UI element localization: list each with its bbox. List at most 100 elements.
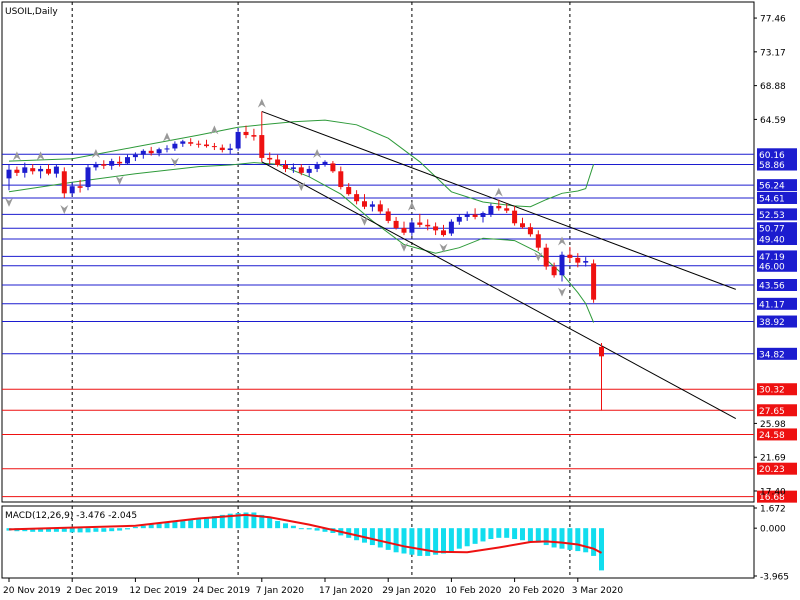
macd-histogram-bar — [575, 528, 581, 552]
candle-body — [338, 171, 344, 188]
macd-histogram-bar — [156, 523, 162, 529]
candle-body — [401, 227, 407, 233]
macd-histogram-bar — [164, 522, 170, 529]
date-tick-label: 29 Jan 2020 — [382, 586, 436, 596]
fractal-down — [5, 197, 13, 207]
candle-body — [575, 257, 581, 263]
candle-body — [132, 154, 138, 158]
candle-body — [354, 194, 360, 202]
candle-body — [567, 254, 573, 258]
level-label: 16.68 — [759, 493, 785, 503]
level-label: 47.19 — [759, 253, 785, 263]
macd-histogram-bar — [393, 528, 399, 553]
candle-body — [433, 226, 439, 231]
candle-body — [527, 227, 533, 235]
candle-body — [275, 159, 281, 165]
candles — [6, 111, 604, 411]
macd-tick-label: 1.672 — [760, 505, 786, 515]
level-label: 27.65 — [759, 407, 785, 417]
candle-body — [559, 254, 565, 276]
macd-histogram-bar — [425, 528, 431, 556]
date-tick-label: 7 Jan 2020 — [256, 586, 304, 596]
candle-body — [425, 224, 431, 227]
candle-body — [488, 205, 494, 215]
fractal-down — [439, 243, 448, 253]
macd-histogram-bar — [385, 528, 391, 550]
macd-histogram-bar — [38, 528, 44, 532]
level-label-bg — [757, 179, 797, 192]
level-label-bg — [757, 383, 797, 396]
macd-histogram-bar — [488, 528, 494, 540]
level-label-bg — [757, 191, 797, 204]
level-label: 50.77 — [759, 225, 785, 235]
fractal-up — [210, 125, 219, 135]
price-tick-label: 25.98 — [760, 420, 786, 430]
price-tick-label: 73.17 — [760, 48, 786, 58]
candle-body — [346, 187, 352, 195]
macd-histogram-bar — [148, 524, 154, 529]
macd-histogram-bar — [243, 512, 249, 529]
fractal-markers — [5, 98, 566, 297]
macd-histogram-bar — [298, 528, 304, 530]
macd-histogram-bar — [409, 528, 415, 555]
candle-body — [496, 205, 502, 209]
candle-body — [543, 247, 549, 267]
fractal-up — [36, 151, 45, 161]
macd-histogram-bar — [211, 516, 217, 529]
macd-histogram-bar — [543, 528, 549, 546]
date-axis: 20 Nov 2019 2 Dec 2019 12 Dec 2019 24 Dec 2… — [3, 578, 623, 596]
macd-histogram-bar — [61, 528, 67, 532]
symbol-title: USOIL,Daily — [5, 7, 58, 17]
candle-body — [448, 221, 454, 234]
candle-body — [6, 169, 12, 179]
candle-body — [85, 167, 91, 188]
macd-histogram-bar — [369, 528, 375, 546]
level-label-bg — [757, 278, 797, 291]
macd-histogram-bar — [85, 528, 91, 533]
candle-body — [599, 346, 604, 357]
candle-body — [480, 213, 486, 217]
candle-body — [393, 220, 399, 228]
fractal-down — [297, 182, 306, 192]
candle-body — [385, 211, 391, 221]
candle-body — [314, 164, 320, 169]
candle-body — [22, 167, 28, 173]
candle-body — [172, 143, 178, 149]
candle-body — [53, 166, 59, 174]
fractal-up — [407, 201, 416, 211]
candle-body — [520, 223, 525, 228]
macd-histogram-bar — [535, 528, 541, 543]
macd-histogram-bar — [267, 517, 273, 529]
candle-body — [377, 204, 383, 212]
price-panel — [1, 1, 755, 503]
macd-histogram-bar — [290, 525, 296, 529]
level-label: 38.92 — [759, 318, 785, 328]
date-tick-label: 3 Mar 2020 — [572, 586, 624, 596]
level-label-bg — [757, 158, 797, 171]
macd-histogram-bar — [354, 528, 360, 541]
date-tick-label: 10 Feb 2020 — [445, 586, 501, 596]
level-label: 56.24 — [759, 182, 785, 192]
macd-tick-label: 0.000 — [760, 525, 786, 535]
macd-histogram-bar — [599, 528, 604, 571]
fractal-down — [60, 205, 69, 214]
candle-body — [322, 161, 328, 165]
macd-histogram-bar — [227, 513, 233, 529]
level-label: 46.00 — [759, 262, 785, 272]
macd-histogram-bar — [219, 514, 225, 529]
macd-signal-line — [8, 513, 602, 554]
fractal-up — [494, 187, 503, 197]
candle-body — [591, 263, 597, 300]
candle-body — [259, 135, 265, 158]
macd-histogram-bar — [275, 520, 281, 529]
price-tick-label: 77.46 — [760, 15, 786, 25]
macd-histogram-bar — [401, 528, 407, 554]
macd-histogram-bar — [448, 528, 454, 552]
macd-histogram-bar — [472, 528, 478, 544]
date-tick-label: 17 Jan 2020 — [319, 586, 373, 596]
level-label-bg — [757, 250, 797, 263]
candle-body — [219, 147, 225, 151]
candle-body — [512, 210, 518, 224]
candle-body — [164, 148, 170, 150]
level-label-bg — [757, 222, 797, 235]
